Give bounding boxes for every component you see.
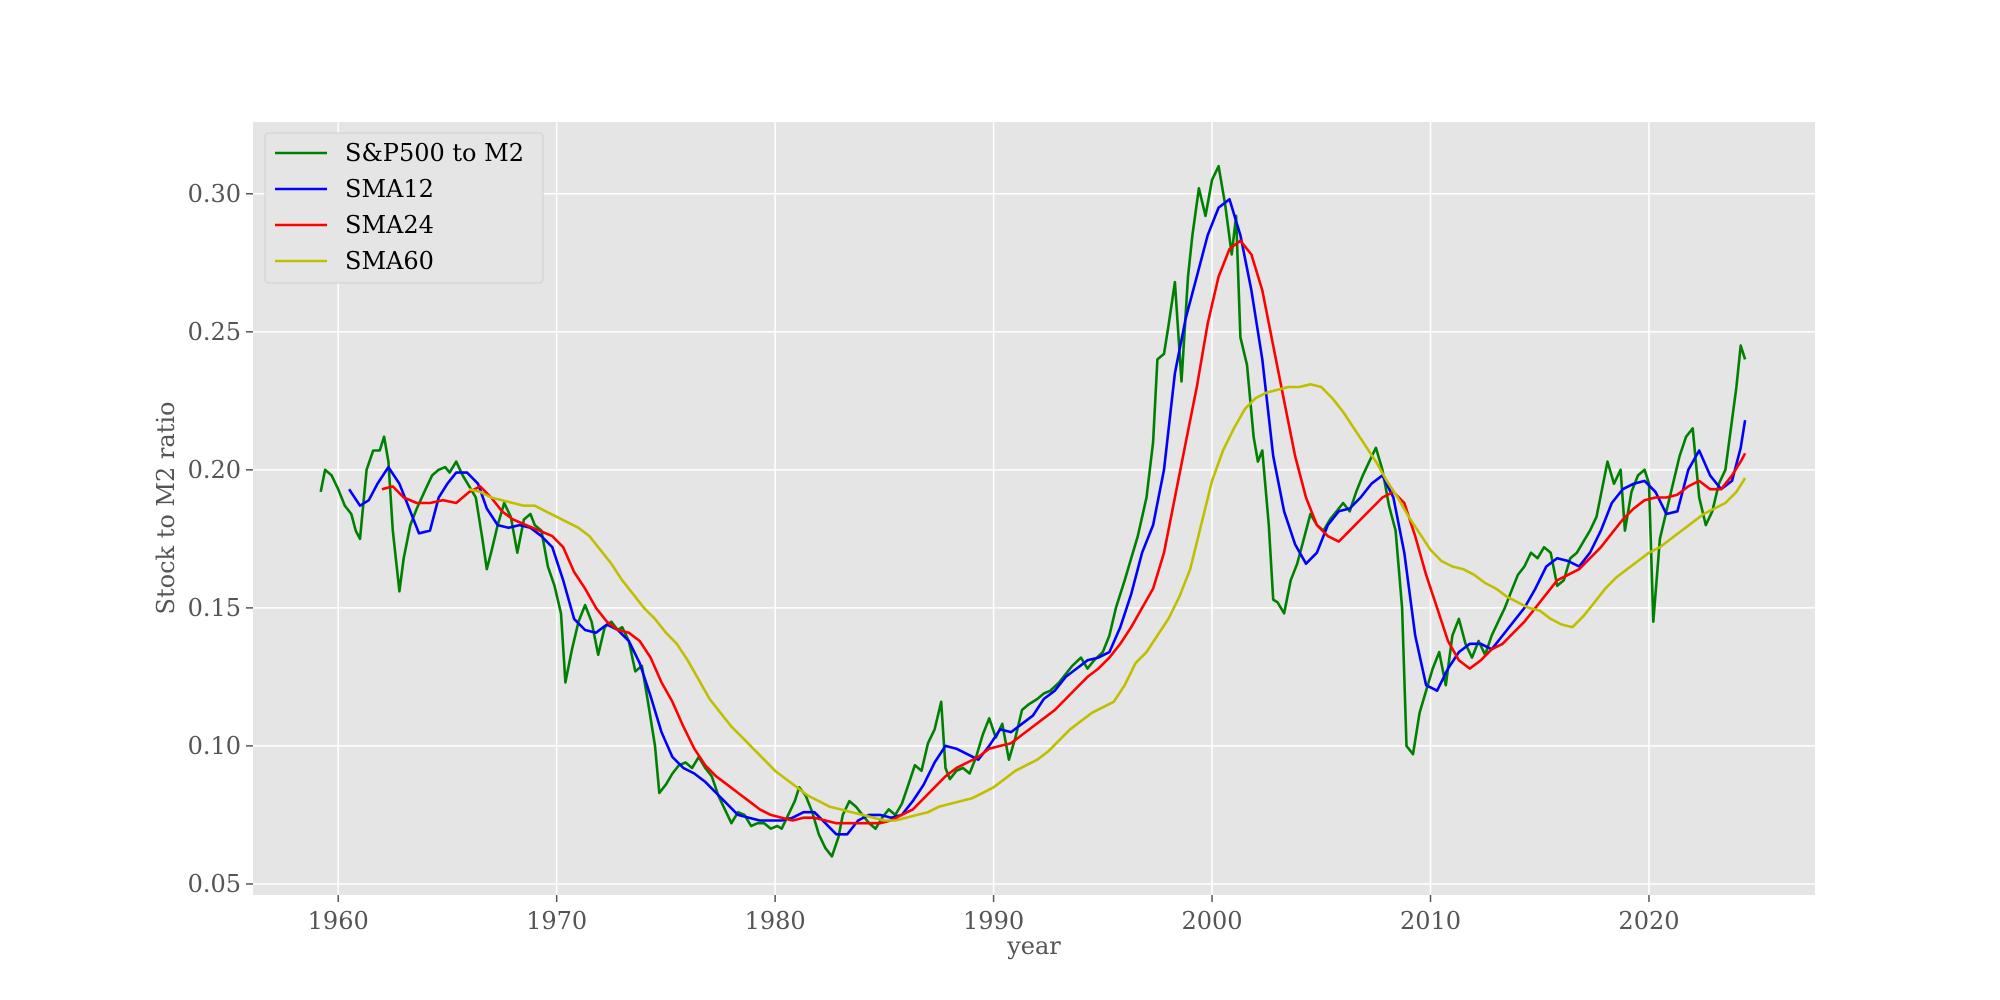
- x-tick-label: 1980: [745, 907, 806, 935]
- x-tick-label: 1970: [526, 907, 587, 935]
- series-line-sma60: [468, 383, 1747, 822]
- legend-entry: SMA60: [345, 247, 434, 275]
- y-tick-label: 0.15: [188, 594, 241, 622]
- legend: S&P500 to M2 SMA12 SMA24 SMA60: [264, 132, 544, 284]
- y-tick-label: 0.30: [188, 180, 241, 208]
- y-axis-label: Stock to M2 ratio: [152, 402, 180, 615]
- legend-box: [264, 132, 544, 284]
- legend-entry: S&P500 to M2: [345, 139, 524, 167]
- x-tick-label: 2010: [1400, 907, 1461, 935]
- legend-entry: SMA24: [345, 211, 434, 239]
- series-line-sma12: [348, 198, 1747, 836]
- x-tick-label: 2020: [1618, 907, 1679, 935]
- x-axis-label: year: [1006, 932, 1061, 960]
- x-tick-label: 1990: [963, 907, 1024, 935]
- axis-ticks: 1960 1970 1980 1990 2000 2010 2020 0.05 0.10 0.15…: [188, 180, 1680, 935]
- x-tick-label: 2000: [1182, 907, 1243, 935]
- series-line-sma24: [381, 239, 1747, 825]
- y-tick-label: 0.25: [188, 318, 241, 346]
- y-tick-label: 0.10: [188, 732, 241, 760]
- y-tick-label: 0.20: [188, 456, 241, 484]
- y-tick-label: 0.05: [188, 870, 241, 898]
- grid: [253, 122, 1815, 895]
- x-tick-label: 1960: [308, 907, 369, 935]
- legend-entry: SMA12: [345, 175, 434, 203]
- series-lines: [319, 164, 1747, 858]
- series-line-s-p500-to-m2: [319, 164, 1747, 858]
